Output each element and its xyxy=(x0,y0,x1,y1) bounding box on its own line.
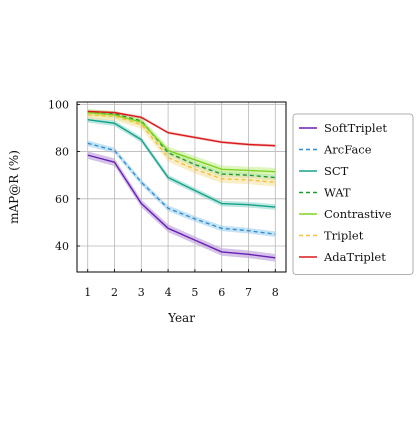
x-tick-label: 8 xyxy=(272,286,279,299)
x-tick-label: 2 xyxy=(111,286,118,299)
band-softtriplet xyxy=(87,151,276,262)
grid xyxy=(77,102,286,272)
x-tick-label: 6 xyxy=(218,286,225,299)
y-axis-label: mAP@R (%) xyxy=(7,150,21,224)
x-axis-label: Year xyxy=(167,311,195,325)
legend-box xyxy=(292,113,414,275)
y-tick-label: 100 xyxy=(48,98,69,111)
legend-label-adatriplet: AdaTriplet xyxy=(323,250,386,264)
x-axis-ticks: 1 2 3 4 5 6 7 8 xyxy=(84,269,279,299)
y-tick-label: 80 xyxy=(55,146,69,159)
y-tick-label: 60 xyxy=(55,193,69,206)
series-line-adatriplet xyxy=(87,110,276,147)
x-tick-label: 1 xyxy=(84,286,91,299)
series-line-softtriplet xyxy=(87,154,276,259)
y-axis-ticks: 40 60 80 100 xyxy=(48,98,80,253)
y-tick-label: 40 xyxy=(55,240,69,253)
legend: SoftTriplet ArcFace SCT WAT Contrastive Tripl… xyxy=(292,113,414,275)
series-line-wat xyxy=(87,111,276,179)
x-tick-label: 7 xyxy=(245,286,252,299)
series-line-sct xyxy=(87,119,276,208)
band-triplet xyxy=(87,110,276,187)
legend-label-softtriplet: SoftTriplet xyxy=(324,121,387,135)
legend-label-wat: WAT xyxy=(324,186,351,200)
legend-label-contrastive: Contrastive xyxy=(324,207,392,221)
legend-label-arcface: ArcFace xyxy=(323,143,372,157)
plot-frame xyxy=(76,101,287,273)
confidence-bands xyxy=(87,108,276,262)
x-tick-label: 4 xyxy=(165,286,172,299)
band-arcface xyxy=(87,140,276,238)
legend-label-sct: SCT xyxy=(324,164,349,178)
series-line-contrastive xyxy=(87,111,276,173)
x-tick-label: 5 xyxy=(191,286,198,299)
x-tick-label: 3 xyxy=(138,286,145,299)
series-lines xyxy=(87,110,276,259)
legend-label-triplet: Triplet xyxy=(324,229,364,243)
series-line-arcface xyxy=(87,142,276,235)
series-line-triplet xyxy=(87,114,276,183)
